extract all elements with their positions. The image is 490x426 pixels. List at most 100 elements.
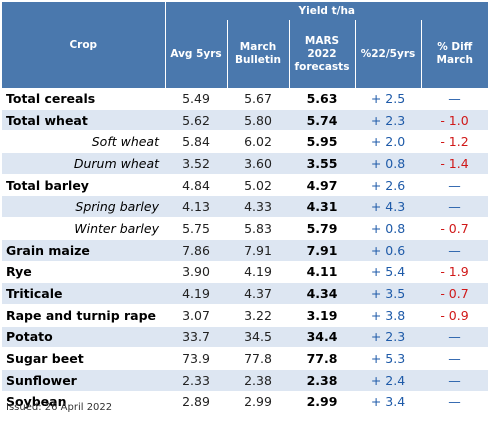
avg-5yrs-cell: 2.33 <box>165 369 227 392</box>
pct-diff-march-cell: - 1.4 <box>421 152 489 175</box>
crop-cell: Soybean <box>2 391 165 414</box>
avg-5yrs-cell: 7.86 <box>165 239 227 262</box>
mars-forecast-cell: 5.74 <box>289 109 355 132</box>
avg-5yrs-cell: 2.89 <box>165 391 227 414</box>
table-row: Rape and turnip rape 3.07 3.22 3.19 + 3.8- 0… <box>2 304 489 327</box>
table-row: Total barley 4.84 5.02 4.97 + 2.6— <box>2 174 489 197</box>
pct-22-5yrs-cell: + 0.6 <box>355 239 421 262</box>
crop-cell: Spring barley <box>2 195 165 219</box>
crop-cell: Total wheat <box>2 109 165 132</box>
pct-22-5yrs-cell: + 0.8 <box>355 152 421 175</box>
march-bulletin-cell: 5.67 <box>227 88 289 110</box>
crop-cell: Rape and turnip rape <box>2 304 165 327</box>
pct-22-5yrs-cell: + 2.5 <box>355 88 421 110</box>
table-row: Grain maize 7.86 7.91 7.91 + 0.6— <box>2 239 489 262</box>
pct-diff-march-cell: — <box>421 347 489 370</box>
avg-5yrs-cell: 3.52 <box>165 152 227 175</box>
column-group-yield: Yield t/ha <box>165 2 489 20</box>
pct-22-5yrs-cell: + 5.3 <box>355 347 421 370</box>
pct-22-5yrs-cell: + 3.4 <box>355 391 421 414</box>
avg-5yrs-cell: 3.90 <box>165 261 227 284</box>
pct-diff-march-cell: — <box>421 391 489 414</box>
pct-diff-march-cell: — <box>421 326 489 349</box>
column-header-avg-5yrs: Avg 5yrs <box>165 20 228 88</box>
march-bulletin-cell: 2.38 <box>227 369 289 392</box>
crop-cell: Winter barley <box>2 217 165 240</box>
crop-cell: Total cereals <box>2 88 165 110</box>
column-header-crop: Crop <box>2 2 166 88</box>
pct-diff-march-cell: - 0.7 <box>421 217 489 240</box>
avg-5yrs-cell: 33.7 <box>165 326 227 349</box>
pct-22-5yrs-cell: + 3.5 <box>355 282 421 305</box>
pct-22-5yrs-cell: + 2.6 <box>355 174 421 197</box>
march-bulletin-cell: 77.8 <box>227 347 289 370</box>
march-bulletin-cell: 3.60 <box>227 152 289 175</box>
march-bulletin-cell: 5.02 <box>227 174 289 197</box>
table-row: Rye 3.90 4.19 4.11 + 5.4- 1.9 <box>2 261 489 284</box>
pct-diff-march-cell: - 0.7 <box>421 282 489 305</box>
pct-diff-march-cell: — <box>421 174 489 197</box>
table-row: Durum wheat 3.52 3.60 3.55 + 0.8- 1.4 <box>2 152 489 175</box>
table-row: Total cereals 5.49 5.67 5.63 + 2.5— <box>2 88 489 110</box>
march-bulletin-cell: 7.91 <box>227 239 289 262</box>
pct-diff-march-cell: — <box>421 239 489 262</box>
avg-5yrs-cell: 5.49 <box>165 88 227 110</box>
avg-5yrs-cell: 4.84 <box>165 174 227 197</box>
column-header-march-bulletin: March Bulletin <box>227 20 290 88</box>
mars-forecast-cell: 5.79 <box>289 217 355 240</box>
crop-cell: Total barley <box>2 174 165 197</box>
avg-5yrs-cell: 4.19 <box>165 282 227 305</box>
table-row: Sugar beet 73.9 77.8 77.8 + 5.3— <box>2 347 489 370</box>
yield-table: Crop Yield t/ha Avg 5yrs March Bulletin … <box>2 2 489 414</box>
mars-forecast-cell: 2.38 <box>289 369 355 392</box>
column-header-pct-diff-march: % Diff March <box>421 20 489 88</box>
mars-forecast-cell: 3.19 <box>289 304 355 327</box>
avg-5yrs-cell: 5.75 <box>165 217 227 240</box>
crop-cell: Grain maize <box>2 239 165 262</box>
table-row: Potato 33.7 34.5 34.4 + 2.3— <box>2 326 489 349</box>
table-row: Winter barley 5.75 5.83 5.79 + 0.8- 0.7 <box>2 217 489 240</box>
march-bulletin-cell: 3.22 <box>227 304 289 327</box>
pct-diff-march-cell: — <box>421 88 489 110</box>
crop-cell: Potato <box>2 326 165 349</box>
march-bulletin-cell: 4.33 <box>227 195 289 219</box>
avg-5yrs-cell: 4.13 <box>165 195 227 219</box>
table-row: Soft wheat 5.84 6.02 5.95 + 2.0- 1.2 <box>2 130 489 154</box>
march-bulletin-cell: 34.5 <box>227 326 289 349</box>
crop-cell: Sunflower <box>2 369 165 392</box>
column-header-pct-22-5yrs: %22/5yrs <box>355 20 422 88</box>
pct-22-5yrs-cell: + 3.8 <box>355 304 421 327</box>
pct-22-5yrs-cell: + 4.3 <box>355 195 421 219</box>
march-bulletin-cell: 5.83 <box>227 217 289 240</box>
table-body: Total cereals 5.49 5.67 5.63 + 2.5— Total whe… <box>2 88 489 414</box>
mars-forecast-cell: 34.4 <box>289 326 355 349</box>
table-row: Soybean 2.89 2.99 2.99 + 3.4— <box>2 391 489 414</box>
pct-diff-march-cell: - 1.9 <box>421 261 489 284</box>
table-row: Triticale 4.19 4.37 4.34 + 3.5- 0.7 <box>2 282 489 305</box>
avg-5yrs-cell: 5.62 <box>165 109 227 132</box>
mars-forecast-cell: 4.31 <box>289 195 355 219</box>
march-bulletin-cell: 6.02 <box>227 130 289 154</box>
crop-cell: Sugar beet <box>2 347 165 370</box>
pct-22-5yrs-cell: + 5.4 <box>355 261 421 284</box>
pct-diff-march-cell: - 0.9 <box>421 304 489 327</box>
pct-22-5yrs-cell: + 2.0 <box>355 130 421 154</box>
pct-diff-march-cell: — <box>421 369 489 392</box>
table-row: Sunflower 2.33 2.38 2.38 + 2.4— <box>2 369 489 392</box>
header-columns-row: Avg 5yrs March Bulletin MARS 2022 foreca… <box>2 20 489 88</box>
pct-22-5yrs-cell: + 0.8 <box>355 217 421 240</box>
pct-22-5yrs-cell: + 2.4 <box>355 369 421 392</box>
mars-forecast-cell: 77.8 <box>289 347 355 370</box>
table-row: Total wheat 5.62 5.80 5.74 + 2.3- 1.0 <box>2 109 489 132</box>
pct-22-5yrs-cell: + 2.3 <box>355 326 421 349</box>
avg-5yrs-cell: 73.9 <box>165 347 227 370</box>
pct-diff-march-cell: - 1.0 <box>421 109 489 132</box>
avg-5yrs-cell: 3.07 <box>165 304 227 327</box>
mars-forecast-cell: 5.63 <box>289 88 355 110</box>
pct-diff-march-cell: — <box>421 195 489 219</box>
table-row: Spring barley 4.13 4.33 4.31 + 4.3— <box>2 195 489 219</box>
mars-forecast-cell: 5.95 <box>289 130 355 154</box>
crop-cell: Rye <box>2 261 165 284</box>
march-bulletin-cell: 2.99 <box>227 391 289 414</box>
